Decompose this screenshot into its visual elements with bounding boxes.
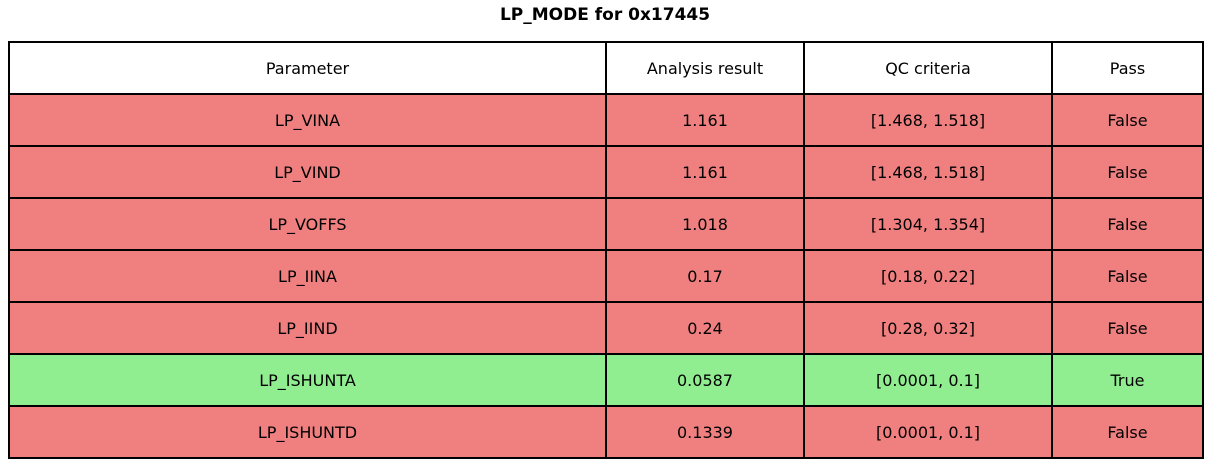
cell-analysis-result: 0.1339 bbox=[605, 405, 805, 459]
table-row: LP_VOFFS 1.018 [1.304, 1.354] False bbox=[8, 197, 1204, 251]
cell-parameter: LP_VOFFS bbox=[8, 197, 607, 251]
cell-analysis-result: 0.0587 bbox=[605, 353, 805, 407]
cell-analysis-result: 0.24 bbox=[605, 301, 805, 355]
cell-analysis-result: 1.018 bbox=[605, 197, 805, 251]
table-row: LP_VIND 1.161 [1.468, 1.518] False bbox=[8, 145, 1204, 199]
table-row: LP_IINA 0.17 [0.18, 0.22] False bbox=[8, 249, 1204, 303]
table-row: LP_IIND 0.24 [0.28, 0.32] False bbox=[8, 301, 1204, 355]
cell-qc-criteria: [0.18, 0.22] bbox=[803, 249, 1053, 303]
column-header-analysis-result: Analysis result bbox=[605, 41, 805, 95]
column-header-qc-criteria: QC criteria bbox=[803, 41, 1053, 95]
column-header-parameter: Parameter bbox=[8, 41, 607, 95]
cell-pass: False bbox=[1051, 405, 1204, 459]
cell-parameter: LP_IINA bbox=[8, 249, 607, 303]
table-body: LP_VINA 1.161 [1.468, 1.518] False LP_VI… bbox=[8, 93, 1204, 459]
qc-results-table: Parameter Analysis result QC criteria Pa… bbox=[8, 41, 1204, 459]
cell-parameter: LP_ISHUNTA bbox=[8, 353, 607, 407]
cell-qc-criteria: [0.28, 0.32] bbox=[803, 301, 1053, 355]
cell-qc-criteria: [1.304, 1.354] bbox=[803, 197, 1053, 251]
figure-title: LP_MODE for 0x17445 bbox=[499, 5, 711, 25]
cell-qc-criteria: [0.0001, 0.1] bbox=[803, 405, 1053, 459]
cell-qc-criteria: [1.468, 1.518] bbox=[803, 145, 1053, 199]
cell-pass: True bbox=[1051, 353, 1204, 407]
cell-parameter: LP_VINA bbox=[8, 93, 607, 147]
cell-analysis-result: 1.161 bbox=[605, 93, 805, 147]
cell-pass: False bbox=[1051, 301, 1204, 355]
table-header: Parameter Analysis result QC criteria Pa… bbox=[8, 41, 1204, 95]
table-row: LP_ISHUNTA 0.0587 [0.0001, 0.1] True bbox=[8, 353, 1204, 407]
column-header-pass: Pass bbox=[1051, 41, 1204, 95]
cell-parameter: LP_ISHUNTD bbox=[8, 405, 607, 459]
table-row: LP_VINA 1.161 [1.468, 1.518] False bbox=[8, 93, 1204, 147]
cell-pass: False bbox=[1051, 197, 1204, 251]
cell-analysis-result: 1.161 bbox=[605, 145, 805, 199]
cell-parameter: LP_IIND bbox=[8, 301, 607, 355]
cell-parameter: LP_VIND bbox=[8, 145, 607, 199]
table-row: LP_ISHUNTD 0.1339 [0.0001, 0.1] False bbox=[8, 405, 1204, 459]
cell-analysis-result: 0.17 bbox=[605, 249, 805, 303]
cell-pass: False bbox=[1051, 93, 1204, 147]
cell-qc-criteria: [0.0001, 0.1] bbox=[803, 353, 1053, 407]
cell-pass: False bbox=[1051, 249, 1204, 303]
cell-pass: False bbox=[1051, 145, 1204, 199]
header-row: Parameter Analysis result QC criteria Pa… bbox=[8, 41, 1204, 95]
cell-qc-criteria: [1.468, 1.518] bbox=[803, 93, 1053, 147]
